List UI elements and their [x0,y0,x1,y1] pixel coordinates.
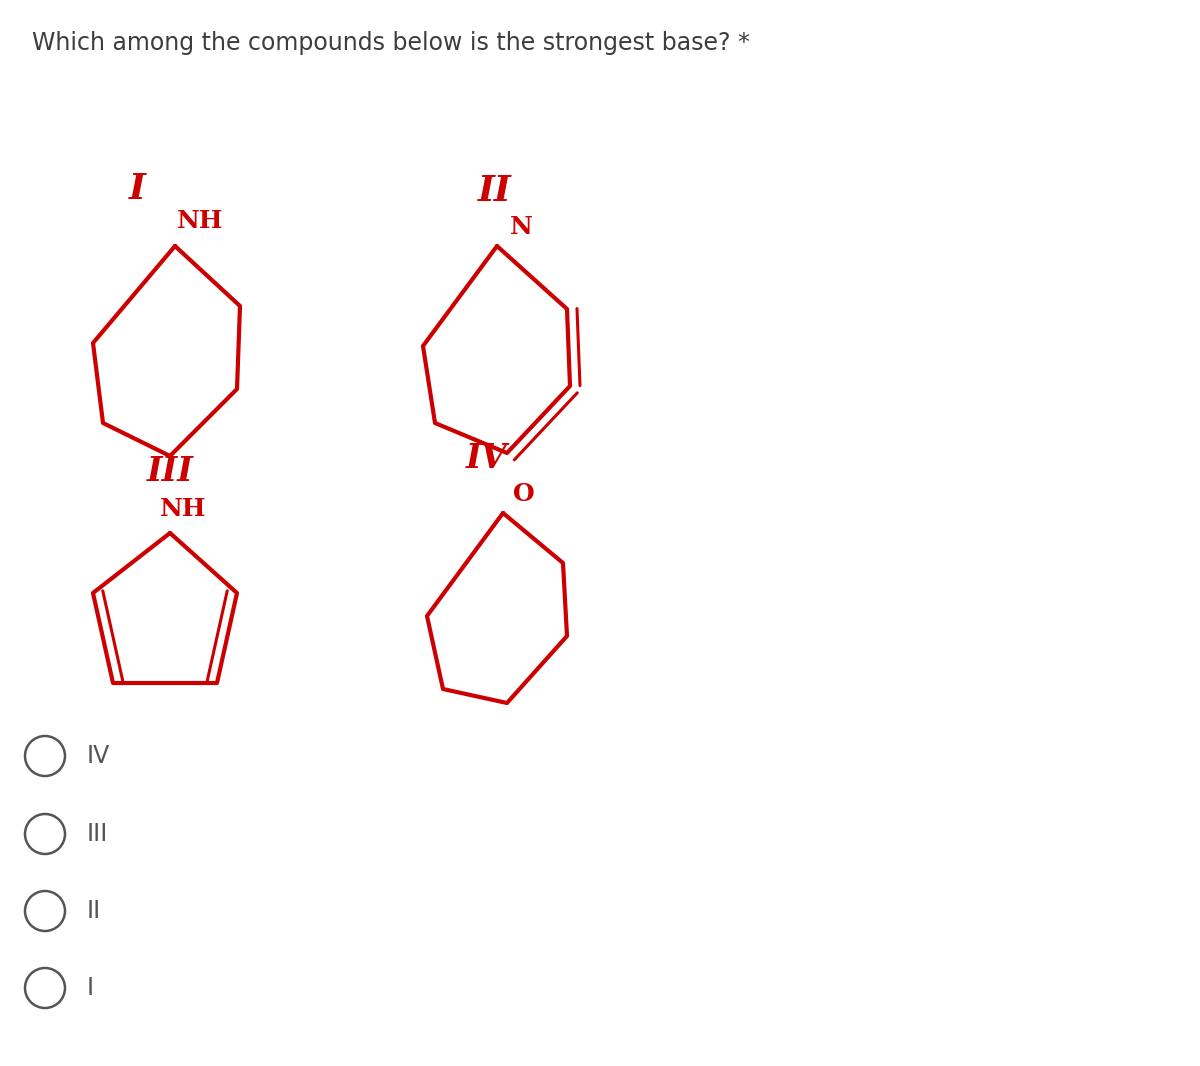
Text: NH: NH [178,209,223,233]
Text: O: O [514,482,535,506]
Text: NH: NH [160,497,206,521]
Text: N: N [510,215,533,239]
Text: IV: IV [467,442,508,475]
Text: I: I [88,976,94,1000]
Text: II: II [88,899,101,923]
Text: III: III [88,822,108,846]
Text: Which among the compounds below is the strongest base? *: Which among the compounds below is the s… [32,31,750,55]
Text: IV: IV [88,744,110,768]
Text: I: I [128,172,145,206]
Text: II: II [478,174,512,208]
Text: III: III [146,454,193,487]
